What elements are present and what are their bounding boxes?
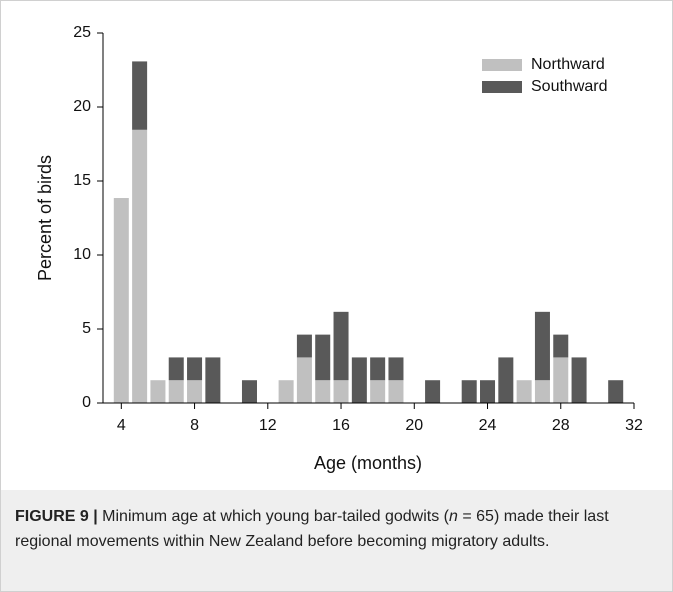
bar-segment — [187, 380, 203, 403]
legend-swatch — [482, 59, 522, 71]
bar-segment — [516, 380, 532, 403]
caption-text: = 65) made their last regional movements… — [15, 508, 609, 550]
bar-segment — [480, 380, 496, 403]
caption-label: FIGURE 9 | — [15, 508, 98, 525]
bar-segment — [351, 357, 367, 403]
bar-segment — [315, 380, 331, 403]
bar-segment — [534, 380, 550, 403]
y-tick-label: 25 — [73, 24, 91, 41]
bar-segment — [553, 334, 569, 358]
bar-segment — [278, 380, 294, 403]
x-tick-label: 8 — [190, 417, 199, 434]
x-tick-label: 32 — [625, 417, 643, 434]
bar-segment — [132, 61, 148, 130]
y-tick-label: 15 — [73, 172, 91, 189]
x-tick-label: 16 — [332, 417, 350, 434]
bar-segment — [296, 334, 312, 358]
bar-segment — [498, 357, 514, 403]
caption-italic: n — [449, 508, 458, 525]
bar-segment — [168, 357, 184, 381]
bar-segment — [608, 380, 624, 403]
bar-segment — [113, 198, 129, 403]
y-tick-label: 10 — [73, 246, 91, 263]
bar-segment — [370, 357, 386, 381]
x-tick-label: 20 — [405, 417, 423, 434]
bar-segment — [425, 380, 441, 403]
x-axis-label: Age (months) — [314, 453, 422, 473]
bar-segment — [370, 380, 386, 403]
x-tick-label: 12 — [259, 417, 277, 434]
y-tick-label: 0 — [82, 394, 91, 411]
bar-segment — [571, 357, 587, 403]
bar-segment — [534, 311, 550, 381]
legend-swatch — [482, 81, 522, 93]
chart: Percent of birds Age (months) 0 5 10 15 20 25… — [35, 24, 643, 473]
bar-segment — [553, 357, 569, 403]
bar-segment — [333, 380, 349, 403]
bar-segment — [132, 129, 148, 404]
bar-segment — [461, 380, 477, 403]
bar-segment — [150, 380, 166, 403]
bar-segment — [315, 334, 331, 381]
caption-text: Minimum age at which young bar-tailed go… — [97, 508, 449, 525]
x-tick-label: 24 — [479, 417, 497, 434]
bar-segment — [388, 380, 404, 403]
bar-segment — [241, 380, 257, 403]
y-axis-label: Percent of birds — [35, 155, 55, 281]
y-tick-label: 20 — [73, 98, 91, 115]
bar-segment — [187, 357, 203, 381]
bar-segment — [205, 357, 221, 403]
y-tick-label: 5 — [82, 320, 91, 337]
x-tick-label: 28 — [552, 417, 570, 434]
legend-label: Northward — [531, 56, 605, 73]
bar-segment — [388, 357, 404, 381]
x-tick-label: 4 — [117, 417, 126, 434]
bar-segment — [333, 311, 349, 381]
bar-segment — [296, 357, 312, 403]
legend-label: Southward — [531, 78, 608, 95]
bar-segment — [168, 380, 184, 403]
caption: FIGURE 9 | Minimum age at which young ba… — [1, 490, 672, 591]
